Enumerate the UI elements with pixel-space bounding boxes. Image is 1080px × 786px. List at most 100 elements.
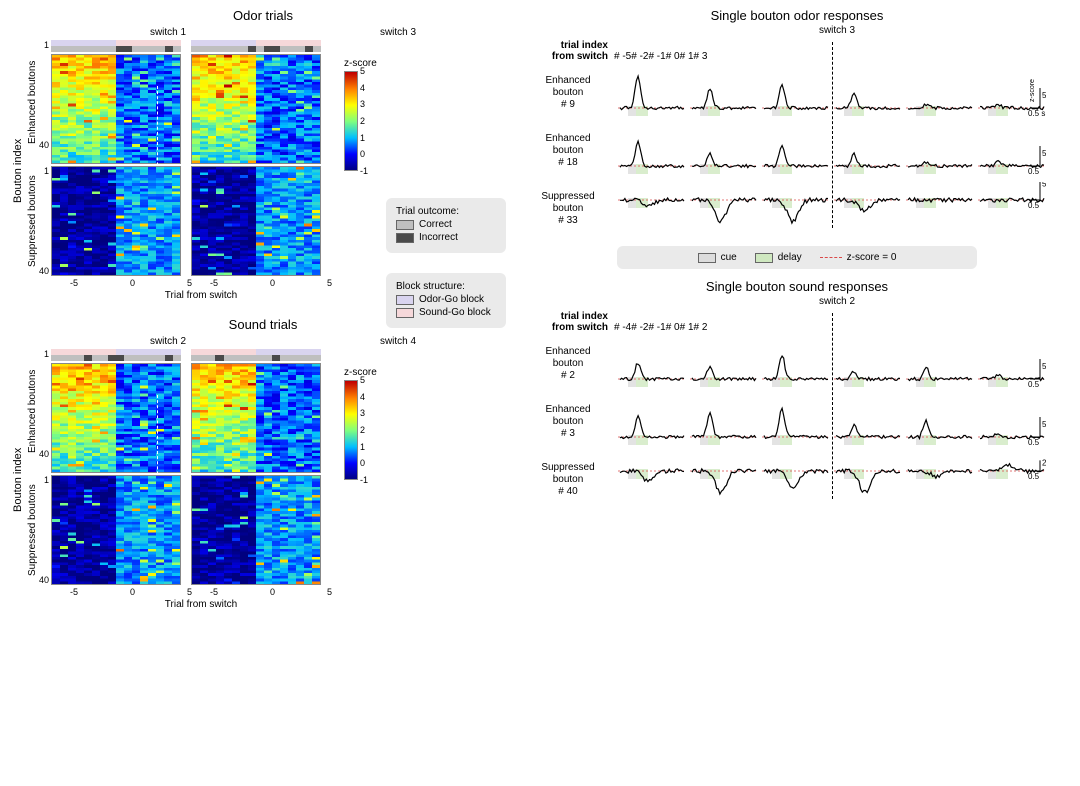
trace-cell: [688, 395, 760, 449]
svg-text:0.5: 0.5: [1028, 201, 1040, 210]
svg-text:5: 5: [1042, 91, 1046, 100]
trace-cell: [832, 395, 904, 449]
svg-text:0.5 s: 0.5 s: [1028, 109, 1045, 118]
left-column: Odor trials switch 1 switch 3 Bouton ind…: [0, 0, 520, 786]
legend-label: cue: [721, 252, 737, 263]
trace-cell: [616, 182, 688, 236]
xticks: -505 -505: [66, 278, 336, 288]
xlabel: Trial from switch: [66, 290, 336, 301]
enhanced-label: Enhanced boutons: [26, 40, 39, 164]
suppressed-row: Suppressed boutons 1 40: [26, 166, 336, 276]
trial-bars: [191, 40, 321, 52]
yticks: 1 40: [39, 166, 51, 276]
heatmap-canvas: [191, 475, 321, 585]
trace-col-header: # 1: [680, 322, 694, 333]
heatmap-canvas: [191, 166, 321, 276]
trace-row: Enhancedbouton# 9: [524, 66, 1070, 120]
trace-row-label: Enhancedbouton# 9: [524, 75, 616, 111]
odor-title: Odor trials: [10, 8, 516, 23]
trace-col-header: # -5: [614, 51, 631, 62]
traces-title: Single bouton sound responses: [524, 279, 1070, 294]
outcome-bar: [191, 46, 321, 52]
colorbar-canvas: [344, 71, 358, 171]
ytick: 40: [39, 266, 49, 276]
heatmap-canvas: [51, 54, 181, 164]
trace-cell: [832, 182, 904, 236]
trace-row-label: Enhancedbouton# 18: [524, 133, 616, 169]
svg-text:5: 5: [1042, 420, 1046, 429]
trace-cell: [832, 453, 904, 507]
figure: Odor trials switch 1 switch 3 Bouton ind…: [0, 0, 1080, 786]
traces-switch: switch 2: [604, 296, 1070, 307]
swatch-zero-dash: [820, 257, 842, 258]
enhanced-row: Enhanced boutons 140: [26, 349, 336, 473]
svg-text:0.5: 0.5: [1028, 472, 1040, 481]
trace-cell: 5 0.5: [976, 337, 1048, 391]
swatch-incorrect: [396, 233, 414, 243]
trace-row-label: Enhancedbouton# 2: [524, 346, 616, 382]
ytick: 40: [39, 449, 49, 459]
trace-col-header: # -1: [648, 51, 665, 62]
legend-title: Block structure:: [396, 281, 496, 292]
sound-title: Sound trials: [10, 317, 516, 332]
hm-group: [191, 40, 321, 164]
trace-col-header: # 1: [680, 51, 694, 62]
trace-cell: [832, 124, 904, 178]
trace-row: Enhancedbouton# 2: [524, 337, 1070, 391]
trace-cell: 5 0.5: [976, 182, 1048, 236]
switch-label: switch 3: [333, 27, 463, 38]
trace-row-label: Enhancedbouton# 3: [524, 404, 616, 440]
trace-row: Enhancedbouton# 3: [524, 395, 1070, 449]
trace-cell: [832, 337, 904, 391]
ytick: 40: [39, 575, 49, 585]
trace-row: Enhancedbouton# 18: [524, 124, 1070, 178]
odor-heatmap-block: Odor trials switch 1 switch 3 Bouton ind…: [10, 8, 516, 301]
trace-cell: [832, 66, 904, 120]
trace-cell: 2 0.5: [976, 453, 1048, 507]
trace-col-header: # -2: [631, 51, 648, 62]
legend-title: Trial outcome:: [396, 206, 496, 217]
legend-label: z-score = 0: [847, 252, 897, 263]
suppressed-label: Suppressed boutons: [26, 475, 39, 585]
heatmap-canvas: [51, 363, 181, 473]
trace-cell: [904, 66, 976, 120]
xticks: -505 -505: [66, 587, 336, 597]
swatch-odor-block: [396, 295, 414, 305]
trace-cell: [904, 337, 976, 391]
switch-vline: [832, 42, 833, 228]
trace-cell: [760, 453, 832, 507]
trace-cell: [616, 453, 688, 507]
svg-text:0.5: 0.5: [1028, 380, 1040, 389]
trace-cell: [616, 66, 688, 120]
trace-col-header: # -4: [614, 322, 631, 333]
heatmap-column: Enhanced boutons 140: [26, 349, 336, 610]
switch-vline: [832, 313, 833, 499]
trace-row-label: Suppressedbouton# 33: [524, 191, 616, 227]
trace-legend: cue delay z-score = 0: [617, 246, 977, 269]
colorbar: z-score 543210-1: [344, 58, 377, 301]
svg-text:z-score: z-score: [1029, 79, 1036, 102]
legend-label: Correct: [419, 219, 452, 230]
heatmap-canvas: [51, 475, 181, 585]
trace-cell: [904, 182, 976, 236]
ytick: 1: [44, 349, 49, 359]
swatch-cue: [698, 253, 716, 263]
hm-group: [51, 166, 181, 276]
trace-col-header: # 0: [666, 51, 680, 62]
trial-outcome-legend: Trial outcome: Correct Incorrect: [386, 198, 506, 253]
trace-cell: [904, 453, 976, 507]
sound-switch-labels: switch 2 switch 4: [50, 336, 516, 347]
trace-cell: [904, 395, 976, 449]
switch-label: switch 4: [333, 336, 463, 347]
trace-cell: [616, 395, 688, 449]
colorbar: z-score 543210-1: [344, 367, 377, 610]
trace-cell: [688, 453, 760, 507]
switch-label: switch 2: [103, 336, 233, 347]
trace-cell: [760, 182, 832, 236]
ytick: 1: [44, 475, 49, 485]
yticks: 1 40: [39, 40, 51, 150]
enhanced-row: Enhanced boutons 1 40: [26, 40, 336, 164]
svg-text:0.5: 0.5: [1028, 167, 1040, 176]
trace-cell: [688, 66, 760, 120]
ytick: 1: [44, 40, 49, 50]
